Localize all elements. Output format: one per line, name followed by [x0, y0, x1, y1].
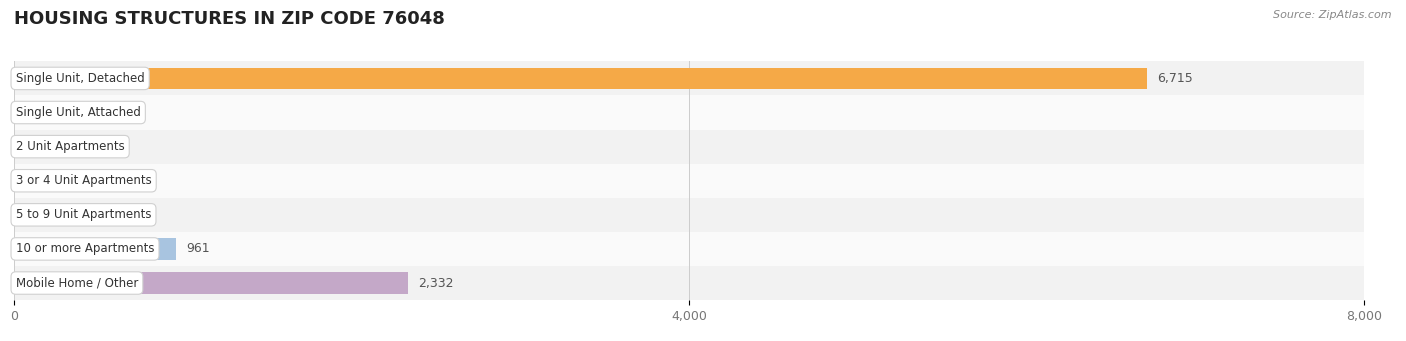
Text: 191: 191	[56, 106, 80, 119]
Text: Source: ZipAtlas.com: Source: ZipAtlas.com	[1274, 10, 1392, 20]
Text: 6,715: 6,715	[1157, 72, 1192, 85]
Bar	[14, 170, 77, 191]
Bar	[14, 198, 1364, 232]
Bar	[14, 130, 1364, 164]
Text: HOUSING STRUCTURES IN ZIP CODE 76048: HOUSING STRUCTURES IN ZIP CODE 76048	[14, 10, 444, 28]
Bar	[14, 136, 51, 157]
Text: 2,332: 2,332	[418, 277, 453, 290]
Bar	[14, 238, 176, 260]
Text: Single Unit, Attached: Single Unit, Attached	[15, 106, 141, 119]
Bar	[14, 204, 65, 225]
Text: 217: 217	[60, 140, 84, 153]
Text: 371: 371	[87, 174, 111, 187]
Text: Mobile Home / Other: Mobile Home / Other	[15, 277, 138, 290]
Bar	[14, 266, 1364, 300]
Bar	[14, 272, 408, 294]
Bar	[14, 164, 1364, 198]
Bar	[14, 68, 1147, 89]
Text: 3 or 4 Unit Apartments: 3 or 4 Unit Apartments	[15, 174, 152, 187]
Bar	[14, 102, 46, 123]
Text: 5 to 9 Unit Apartments: 5 to 9 Unit Apartments	[15, 208, 152, 221]
Text: 10 or more Apartments: 10 or more Apartments	[15, 242, 155, 255]
Text: 2 Unit Apartments: 2 Unit Apartments	[15, 140, 125, 153]
Bar	[14, 61, 1364, 95]
Bar	[14, 95, 1364, 130]
Text: 961: 961	[187, 242, 209, 255]
Text: 297: 297	[75, 208, 98, 221]
Text: Single Unit, Detached: Single Unit, Detached	[15, 72, 145, 85]
Bar	[14, 232, 1364, 266]
